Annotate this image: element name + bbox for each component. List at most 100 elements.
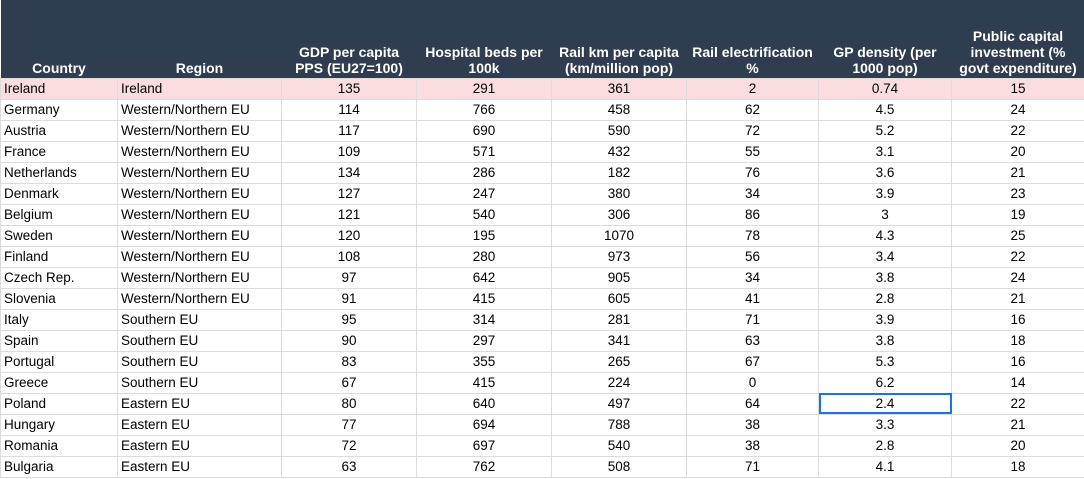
cell[interactable]: 71 — [686, 455, 819, 478]
cell[interactable]: Western/Northern EU — [117, 140, 282, 163]
cell[interactable]: 182 — [551, 161, 687, 184]
column-header[interactable]: Region — [117, 0, 282, 78]
cell[interactable]: 91 — [281, 287, 417, 310]
cell[interactable]: Western/Northern EU — [117, 287, 282, 310]
cell[interactable]: 540 — [551, 434, 687, 457]
column-header[interactable]: Rail km per capita (km/million pop) — [551, 0, 687, 78]
cell[interactable]: 314 — [416, 308, 552, 331]
cell[interactable]: 3.6 — [818, 161, 952, 184]
cell[interactable]: 432 — [551, 140, 687, 163]
cell[interactable]: France — [0, 140, 118, 163]
cell[interactable]: Spain — [0, 329, 118, 352]
column-header[interactable]: GP density (per 1000 pop) — [818, 0, 952, 78]
cell[interactable]: 2.8 — [818, 287, 952, 310]
cell[interactable]: 306 — [551, 203, 687, 226]
cell[interactable]: 265 — [551, 350, 687, 373]
cell[interactable]: 63 — [686, 329, 819, 352]
cell[interactable]: 55 — [686, 140, 819, 163]
cell[interactable]: 38 — [686, 434, 819, 457]
cell[interactable]: Hungary — [0, 413, 118, 436]
cell[interactable]: 23 — [951, 182, 1084, 205]
cell[interactable]: Western/Northern EU — [117, 245, 282, 268]
cell[interactable]: 905 — [551, 266, 687, 289]
cell[interactable]: 22 — [951, 245, 1084, 268]
cell[interactable]: 20 — [951, 434, 1084, 457]
cell[interactable]: Western/Northern EU — [117, 119, 282, 142]
cell[interactable]: 297 — [416, 329, 552, 352]
cell[interactable]: 280 — [416, 245, 552, 268]
cell[interactable]: 0.74 — [818, 77, 952, 100]
cell[interactable]: Germany — [0, 98, 118, 121]
cell[interactable]: 3.9 — [818, 308, 952, 331]
cell[interactable]: Sweden — [0, 224, 118, 247]
cell[interactable]: 3.9 — [818, 182, 952, 205]
cell[interactable]: Southern EU — [117, 329, 282, 352]
cell[interactable]: 86 — [686, 203, 819, 226]
cell[interactable]: 108 — [281, 245, 417, 268]
cell[interactable]: 24 — [951, 266, 1084, 289]
cell[interactable]: 78 — [686, 224, 819, 247]
cell[interactable]: 22 — [951, 392, 1084, 415]
cell[interactable]: 121 — [281, 203, 417, 226]
cell[interactable]: 18 — [951, 455, 1084, 478]
cell[interactable]: Eastern EU — [117, 455, 282, 478]
column-header[interactable]: GDP per capita PPS (EU27=100) — [281, 0, 417, 78]
cell[interactable]: Southern EU — [117, 350, 282, 373]
column-header[interactable]: Country — [0, 0, 118, 78]
cell[interactable]: 3.8 — [818, 266, 952, 289]
cell[interactable]: Slovenia — [0, 287, 118, 310]
cell[interactable]: Southern EU — [117, 371, 282, 394]
cell[interactable]: 18 — [951, 329, 1084, 352]
cell[interactable]: 497 — [551, 392, 687, 415]
cell[interactable]: 5.2 — [818, 119, 952, 142]
cell[interactable]: 34 — [686, 266, 819, 289]
cell[interactable]: 80 — [281, 392, 417, 415]
cell[interactable]: 0 — [686, 371, 819, 394]
cell[interactable]: 16 — [951, 350, 1084, 373]
cell[interactable]: 63 — [281, 455, 417, 478]
cell[interactable]: 766 — [416, 98, 552, 121]
cell[interactable]: 14 — [951, 371, 1084, 394]
column-header[interactable]: Rail electrification % — [686, 0, 819, 78]
cell[interactable]: Western/Northern EU — [117, 161, 282, 184]
cell[interactable]: 605 — [551, 287, 687, 310]
cell[interactable]: 77 — [281, 413, 417, 436]
cell[interactable]: 22 — [951, 119, 1084, 142]
cell[interactable]: 3.4 — [818, 245, 952, 268]
cell[interactable]: 690 — [416, 119, 552, 142]
cell[interactable]: 973 — [551, 245, 687, 268]
cell[interactable]: Portugal — [0, 350, 118, 373]
cell[interactable]: 83 — [281, 350, 417, 373]
cell[interactable]: 117 — [281, 119, 417, 142]
cell[interactable]: 64 — [686, 392, 819, 415]
cell[interactable]: 355 — [416, 350, 552, 373]
column-header[interactable]: Hospital beds per 100k — [416, 0, 552, 78]
cell[interactable]: 62 — [686, 98, 819, 121]
cell[interactable]: 361 — [551, 77, 687, 100]
cell[interactable]: Western/Northern EU — [117, 203, 282, 226]
cell[interactable]: 4.1 — [818, 455, 952, 478]
cell[interactable]: 195 — [416, 224, 552, 247]
cell[interactable]: 90 — [281, 329, 417, 352]
column-header[interactable]: Public capital investment (% govt expend… — [951, 0, 1084, 78]
cell[interactable]: 2 — [686, 77, 819, 100]
cell[interactable]: 109 — [281, 140, 417, 163]
cell[interactable]: 134 — [281, 161, 417, 184]
cell[interactable]: 20 — [951, 140, 1084, 163]
cell[interactable]: 642 — [416, 266, 552, 289]
cell[interactable]: 135 — [281, 77, 417, 100]
cell[interactable]: 590 — [551, 119, 687, 142]
cell[interactable]: 95 — [281, 308, 417, 331]
cell[interactable]: 247 — [416, 182, 552, 205]
cell[interactable]: Eastern EU — [117, 392, 282, 415]
cell[interactable]: Netherlands — [0, 161, 118, 184]
cell[interactable]: Denmark — [0, 182, 118, 205]
cell[interactable]: Austria — [0, 119, 118, 142]
cell[interactable]: Western/Northern EU — [117, 224, 282, 247]
cell[interactable]: 1070 — [551, 224, 687, 247]
cell[interactable]: 415 — [416, 287, 552, 310]
cell[interactable]: Western/Northern EU — [117, 266, 282, 289]
cell[interactable]: 540 — [416, 203, 552, 226]
cell[interactable]: 2.8 — [818, 434, 952, 457]
cell[interactable]: Greece — [0, 371, 118, 394]
